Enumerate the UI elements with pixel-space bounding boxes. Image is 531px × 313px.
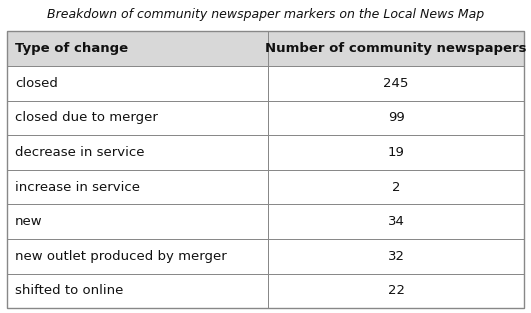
Text: Breakdown of community newspaper markers on the Local News Map: Breakdown of community newspaper markers… [47,8,484,21]
Text: 34: 34 [388,215,405,228]
Bar [7,100,268,135]
Text: 99: 99 [388,111,405,124]
Bar [7,239,268,274]
Text: shifted to online: shifted to online [15,285,123,297]
Bar [268,100,524,135]
Bar [268,274,524,308]
Bar [7,66,268,100]
Text: Number of community newspapers: Number of community newspapers [266,42,527,55]
Text: closed: closed [15,77,58,90]
Text: new: new [15,215,42,228]
Text: 19: 19 [388,146,405,159]
Bar [268,239,524,274]
Bar [7,274,268,308]
Text: increase in service: increase in service [15,181,140,194]
Text: 2: 2 [392,181,400,194]
Bar [268,204,524,239]
Text: closed due to merger: closed due to merger [15,111,158,124]
Text: 22: 22 [388,285,405,297]
Text: 245: 245 [383,77,409,90]
Bar [7,170,268,204]
Text: Type of change: Type of change [15,42,128,55]
Bar [7,31,524,308]
Bar [268,66,524,100]
Bar [7,135,268,170]
Text: 32: 32 [388,250,405,263]
Text: decrease in service: decrease in service [15,146,144,159]
Text: new outlet produced by merger: new outlet produced by merger [15,250,227,263]
Bar [7,31,524,66]
Bar [268,135,524,170]
Bar [7,204,268,239]
Bar [268,170,524,204]
